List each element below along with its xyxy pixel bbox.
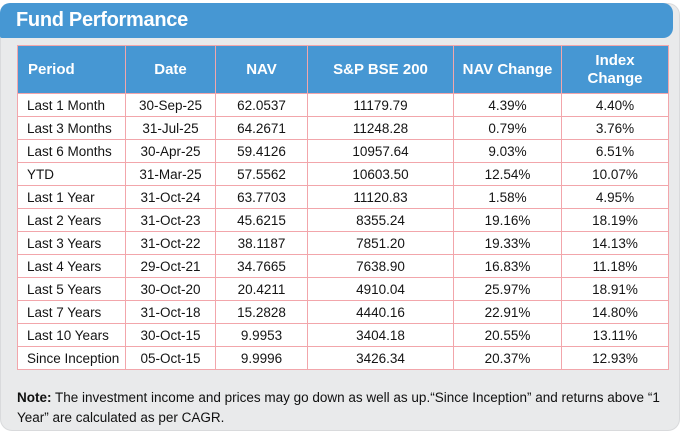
table-header: Period Date NAV S&P BSE 200 NAV Change I… <box>17 45 669 94</box>
table-body: Last 1 Month 30-Sep-25 62.0537 11179.79 4.39… <box>17 93 669 370</box>
cell-nav-change: 20.55% <box>453 323 562 347</box>
cell-nav: 63.7703 <box>215 185 308 209</box>
cell-nav: 59.4126 <box>215 139 308 163</box>
cell-nav-change: 0.79% <box>453 116 562 140</box>
cell-period: Last 1 Month <box>17 93 126 117</box>
table-row: Last 2 Years 31-Oct-23 45.6215 8355.24 19.16… <box>17 208 669 232</box>
cell-index-change: 13.11% <box>561 323 669 347</box>
cell-period: Last 3 Years <box>17 231 126 255</box>
cell-sp-bse-200: 7851.20 <box>307 231 454 255</box>
cell-period: Last 3 Months <box>17 116 126 140</box>
page-title: Fund Performance <box>16 9 188 31</box>
section-header-banner: Fund Performance <box>0 3 673 38</box>
footnote-label: Note: <box>17 390 52 405</box>
table-row: Last 4 Years 29-Oct-21 34.7665 7638.90 16.83… <box>17 254 669 278</box>
cell-period: Since Inception <box>17 346 126 370</box>
cell-sp-bse-200: 11179.79 <box>307 93 454 117</box>
cell-period: Last 2 Years <box>17 208 126 232</box>
cell-date: 31-Oct-22 <box>125 231 216 255</box>
footnote-text: The investment income and prices may go … <box>17 390 660 425</box>
column-header-nav: NAV <box>215 45 308 94</box>
table-row: Last 1 Year 31-Oct-24 63.7703 11120.83 1.58%… <box>17 185 669 209</box>
cell-sp-bse-200: 7638.90 <box>307 254 454 278</box>
column-header-period: Period <box>17 45 126 94</box>
cell-date: 30-Oct-20 <box>125 277 216 301</box>
cell-sp-bse-200: 4910.04 <box>307 277 454 301</box>
cell-period: Last 7 Years <box>17 300 126 324</box>
cell-nav-change: 20.37% <box>453 346 562 370</box>
column-header-index-change: Index Change <box>561 45 669 94</box>
cell-nav: 15.2828 <box>215 300 308 324</box>
cell-period: Last 4 Years <box>17 254 126 278</box>
table-row: Last 5 Years 30-Oct-20 20.4211 4910.04 25.97… <box>17 277 669 301</box>
table-row: Since Inception 05-Oct-15 9.9996 3426.34 20.… <box>17 346 669 370</box>
cell-nav-change: 9.03% <box>453 139 562 163</box>
cell-date: 30-Oct-15 <box>125 323 216 347</box>
cell-date: 29-Oct-21 <box>125 254 216 278</box>
cell-index-change: 11.18% <box>561 254 669 278</box>
cell-nav-change: 19.33% <box>453 231 562 255</box>
cell-index-change: 14.13% <box>561 231 669 255</box>
cell-date: 31-Jul-25 <box>125 116 216 140</box>
column-header-nav-change: NAV Change <box>453 45 562 94</box>
cell-nav-change: 25.97% <box>453 277 562 301</box>
cell-nav-change: 1.58% <box>453 185 562 209</box>
cell-date: 31-Oct-18 <box>125 300 216 324</box>
cell-nav: 45.6215 <box>215 208 308 232</box>
cell-nav-change: 16.83% <box>453 254 562 278</box>
cell-sp-bse-200: 11120.83 <box>307 185 454 209</box>
cell-period: Last 5 Years <box>17 277 126 301</box>
footnote: Note: The investment income and prices m… <box>17 388 668 427</box>
table-row: Last 6 Months 30-Apr-25 59.4126 10957.64 9.0… <box>17 139 669 163</box>
cell-index-change: 18.91% <box>561 277 669 301</box>
cell-nav-change: 19.16% <box>453 208 562 232</box>
cell-period: YTD <box>17 162 126 186</box>
cell-index-change: 3.76% <box>561 116 669 140</box>
cell-index-change: 14.80% <box>561 300 669 324</box>
cell-sp-bse-200: 8355.24 <box>307 208 454 232</box>
table-row: YTD 31-Mar-25 57.5562 10603.50 12.54% 10.07% <box>17 162 669 186</box>
table-row: Last 7 Years 31-Oct-18 15.2828 4440.16 22.91… <box>17 300 669 324</box>
cell-period: Last 10 Years <box>17 323 126 347</box>
table-header-row: Period Date NAV S&P BSE 200 NAV Change I… <box>17 45 669 94</box>
cell-sp-bse-200: 3404.18 <box>307 323 454 347</box>
cell-index-change: 12.93% <box>561 346 669 370</box>
cell-nav: 34.7665 <box>215 254 308 278</box>
cell-sp-bse-200: 4440.16 <box>307 300 454 324</box>
cell-date: 31-Mar-25 <box>125 162 216 186</box>
fund-performance-table: Period Date NAV S&P BSE 200 NAV Change I… <box>17 45 669 370</box>
cell-period: Last 6 Months <box>17 139 126 163</box>
cell-index-change: 6.51% <box>561 139 669 163</box>
column-header-sp-bse-200: S&P BSE 200 <box>307 45 454 94</box>
cell-nav-change: 4.39% <box>453 93 562 117</box>
cell-index-change: 10.07% <box>561 162 669 186</box>
cell-sp-bse-200: 10957.64 <box>307 139 454 163</box>
table-row: Last 10 Years 30-Oct-15 9.9953 3404.18 20.55… <box>17 323 669 347</box>
cell-date: 30-Sep-25 <box>125 93 216 117</box>
cell-sp-bse-200: 3426.34 <box>307 346 454 370</box>
table-row: Last 3 Years 31-Oct-22 38.1187 7851.20 19.33… <box>17 231 669 255</box>
cell-index-change: 18.19% <box>561 208 669 232</box>
cell-nav-change: 22.91% <box>453 300 562 324</box>
cell-nav: 38.1187 <box>215 231 308 255</box>
cell-date: 31-Oct-24 <box>125 185 216 209</box>
cell-nav: 9.9953 <box>215 323 308 347</box>
cell-sp-bse-200: 10603.50 <box>307 162 454 186</box>
table-row: Last 3 Months 31-Jul-25 64.2671 11248.28 0.7… <box>17 116 669 140</box>
cell-nav: 64.2671 <box>215 116 308 140</box>
cell-index-change: 4.40% <box>561 93 669 117</box>
cell-period: Last 1 Year <box>17 185 126 209</box>
table-row: Last 1 Month 30-Sep-25 62.0537 11179.79 4.39… <box>17 93 669 117</box>
cell-date: 05-Oct-15 <box>125 346 216 370</box>
cell-date: 31-Oct-23 <box>125 208 216 232</box>
cell-nav-change: 12.54% <box>453 162 562 186</box>
column-header-date: Date <box>125 45 216 94</box>
cell-nav: 62.0537 <box>215 93 308 117</box>
cell-nav: 20.4211 <box>215 277 308 301</box>
cell-nav: 57.5562 <box>215 162 308 186</box>
cell-sp-bse-200: 11248.28 <box>307 116 454 140</box>
cell-index-change: 4.95% <box>561 185 669 209</box>
cell-date: 30-Apr-25 <box>125 139 216 163</box>
cell-nav: 9.9996 <box>215 346 308 370</box>
